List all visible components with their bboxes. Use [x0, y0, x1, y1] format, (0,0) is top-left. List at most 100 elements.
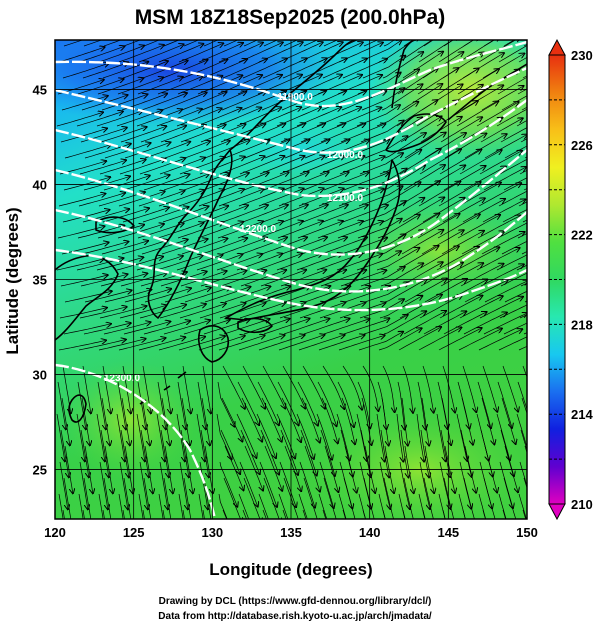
streamline [362, 56, 405, 79]
geopotential-contours: 11900.0 12000.0 12100.0 12200.0 12300.0 [55, 40, 527, 519]
streamline [503, 477, 517, 519]
lon-tick-label: 120 [44, 525, 66, 540]
streamline [57, 381, 66, 429]
streamline [141, 397, 150, 445]
streamline [163, 320, 210, 335]
streamline [436, 101, 478, 127]
streamline [276, 413, 295, 458]
streamline [462, 365, 476, 412]
streamline [357, 219, 402, 239]
longitude-tick-labels: 120 125 130 135 140 145 150 [44, 525, 538, 540]
streamline [422, 365, 434, 413]
plot-frame [54, 39, 528, 520]
streamline [283, 477, 300, 519]
streamline [377, 70, 419, 95]
streamline [78, 46, 124, 63]
streamline [499, 304, 527, 319]
streamline [298, 42, 343, 63]
streamline [400, 116, 442, 143]
streamline [457, 215, 500, 239]
streamline [284, 445, 301, 491]
streamline [178, 493, 184, 519]
streamline [161, 397, 170, 445]
streamline [277, 221, 323, 239]
streamline [459, 296, 503, 319]
streamline [218, 493, 228, 519]
streamline [416, 413, 424, 462]
footer-credit-dcl: Drawing by DCL (https://www.gfd-dennou.o… [159, 596, 432, 607]
streamline [103, 477, 112, 519]
streamline [78, 340, 126, 351]
streamline [402, 52, 443, 79]
streamline [198, 336, 245, 351]
colorbar-tick-label: 214 [571, 407, 593, 422]
streamline [220, 124, 265, 143]
streamline [97, 78, 143, 95]
streamline [161, 239, 208, 255]
streamline [501, 240, 527, 255]
streamline [403, 165, 445, 191]
streamline [520, 429, 527, 452]
streamline [503, 40, 515, 47]
streamline [122, 208, 169, 223]
streamline [263, 172, 309, 191]
streamline [338, 43, 383, 63]
streamline [498, 493, 507, 519]
streamline [257, 381, 279, 425]
streamline [363, 40, 379, 47]
streamline [96, 413, 105, 461]
streamline [460, 264, 504, 287]
streamline [502, 509, 506, 519]
streamline [423, 40, 434, 47]
streamline [501, 397, 516, 444]
streamline [344, 286, 390, 303]
streamline [444, 134, 486, 159]
streamline [443, 312, 487, 335]
streamline [240, 270, 286, 287]
streamline [463, 40, 475, 47]
streamline [202, 365, 211, 413]
streamline [277, 381, 299, 425]
streamline [423, 477, 434, 519]
streamline [377, 215, 420, 239]
streamline [502, 365, 518, 412]
streamline [378, 328, 422, 351]
streamline [157, 223, 204, 239]
streamline [281, 237, 327, 255]
streamline [79, 160, 126, 175]
streamline [98, 46, 144, 63]
streamline [443, 477, 455, 519]
map-grid [55, 40, 527, 519]
streamline [397, 381, 405, 430]
streamline [302, 509, 307, 519]
streamline [496, 254, 527, 271]
streamline [401, 397, 408, 446]
streamline [236, 107, 281, 127]
streamline [380, 263, 423, 287]
streamline [461, 231, 504, 255]
streamline [422, 509, 426, 519]
streamline [201, 92, 246, 111]
streamline [244, 445, 263, 491]
streamline [282, 205, 328, 223]
streamline [518, 201, 527, 207]
streamline [344, 139, 389, 159]
streamline [298, 335, 345, 351]
streamline [516, 264, 527, 271]
streamline [63, 40, 84, 47]
streamline [384, 279, 427, 303]
streamline [263, 319, 310, 335]
streamline [201, 397, 210, 445]
streamline [158, 190, 204, 207]
streamline [60, 128, 107, 143]
streamline [123, 175, 170, 191]
streamline [259, 156, 305, 175]
streamline [182, 509, 185, 519]
streamline [459, 150, 502, 175]
streamline [356, 105, 400, 127]
streamline [517, 88, 527, 95]
streamline [400, 262, 443, 287]
streamline [278, 188, 324, 207]
streamline [401, 84, 442, 111]
streamline [119, 305, 166, 319]
